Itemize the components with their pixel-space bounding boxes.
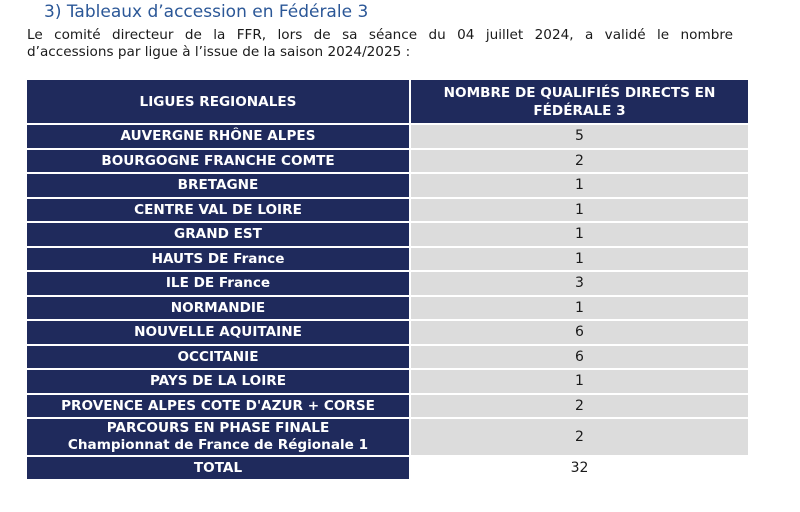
header-qualifies-line-1: NOMBRE DE QUALIFIÉS DIRECTS EN: [443, 84, 716, 101]
ligue-name: NORMANDIE: [27, 296, 411, 321]
qualifies-count: 6: [411, 321, 748, 346]
accessions-table: LIGUES REGIONALES NOMBRE DE QUALIFIÉS DI…: [27, 80, 748, 479]
table-row: CENTRE VAL DE LOIRE 1: [27, 198, 748, 223]
table-row: OCCITANIE 6: [27, 345, 748, 370]
total-count: 32: [411, 457, 748, 479]
header-qualifies: NOMBRE DE QUALIFIÉS DIRECTS EN FÉDÉRALE …: [411, 80, 748, 125]
qualifies-count: 5: [411, 125, 748, 150]
table-row: NORMANDIE 1: [27, 296, 748, 321]
qualifies-count: 1: [411, 198, 748, 223]
table-row: PROVENCE ALPES COTE D'AZUR + CORSE 2: [27, 394, 748, 419]
ligue-name: PAYS DE LA LOIRE: [27, 370, 411, 395]
total-row: TOTAL 32: [27, 457, 748, 479]
intro-paragraph: Le comité directeur de la FFR, lors de s…: [27, 27, 733, 61]
table-header-row: LIGUES REGIONALES NOMBRE DE QUALIFIÉS DI…: [27, 80, 748, 125]
table-row: GRAND EST 1: [27, 223, 748, 248]
qualifies-count: 1: [411, 247, 748, 272]
ligue-name: GRAND EST: [27, 223, 411, 248]
qualifies-count: 1: [411, 370, 748, 395]
ligue-name: HAUTS DE France: [27, 247, 411, 272]
ligue-name: OCCITANIE: [27, 345, 411, 370]
table-row: BRETAGNE 1: [27, 174, 748, 199]
ligue-name: PROVENCE ALPES COTE D'AZUR + CORSE: [27, 394, 411, 419]
header-qualifies-line-2: FÉDÉRALE 3: [533, 102, 626, 119]
ligue-name: BRETAGNE: [27, 174, 411, 199]
ligue-name: NOUVELLE AQUITAINE: [27, 321, 411, 346]
section-heading: 3) Tableaux d’accession en Fédérale 3: [44, 2, 369, 22]
ligue-name: ILE DE France: [27, 272, 411, 297]
qualifies-count: 1: [411, 223, 748, 248]
table-row: PAYS DE LA LOIRE 1: [27, 370, 748, 395]
phase-finale-line-1: PARCOURS EN PHASE FINALE: [106, 420, 330, 436]
phase-finale-line-2: Championnat de France de Régionale 1: [67, 437, 369, 453]
qualifies-count: 6: [411, 345, 748, 370]
table-row: NOUVELLE AQUITAINE 6: [27, 321, 748, 346]
qualifies-count: 2: [411, 394, 748, 419]
table-row: BOURGOGNE FRANCHE COMTE 2: [27, 149, 748, 174]
phase-finale-row: PARCOURS EN PHASE FINALE Championnat de …: [27, 419, 748, 457]
table-row: HAUTS DE France 1: [27, 247, 748, 272]
ligue-name: BOURGOGNE FRANCHE COMTE: [27, 149, 411, 174]
intro-line-1: Le comité directeur de la FFR, lors de s…: [27, 27, 733, 43]
table-row: AUVERGNE RHÔNE ALPES 5: [27, 125, 748, 150]
header-ligues: LIGUES REGIONALES: [27, 80, 411, 125]
table-row: ILE DE France 3: [27, 272, 748, 297]
qualifies-count: 2: [411, 149, 748, 174]
ligue-name: CENTRE VAL DE LOIRE: [27, 198, 411, 223]
phase-finale-count: 2: [411, 419, 748, 457]
total-label: TOTAL: [27, 457, 411, 479]
qualifies-count: 3: [411, 272, 748, 297]
phase-finale-label: PARCOURS EN PHASE FINALE Championnat de …: [27, 419, 411, 457]
intro-line-2: d’accessions par ligue à l’issue de la s…: [27, 44, 411, 60]
qualifies-count: 1: [411, 174, 748, 199]
qualifies-count: 1: [411, 296, 748, 321]
ligue-name: AUVERGNE RHÔNE ALPES: [27, 125, 411, 150]
